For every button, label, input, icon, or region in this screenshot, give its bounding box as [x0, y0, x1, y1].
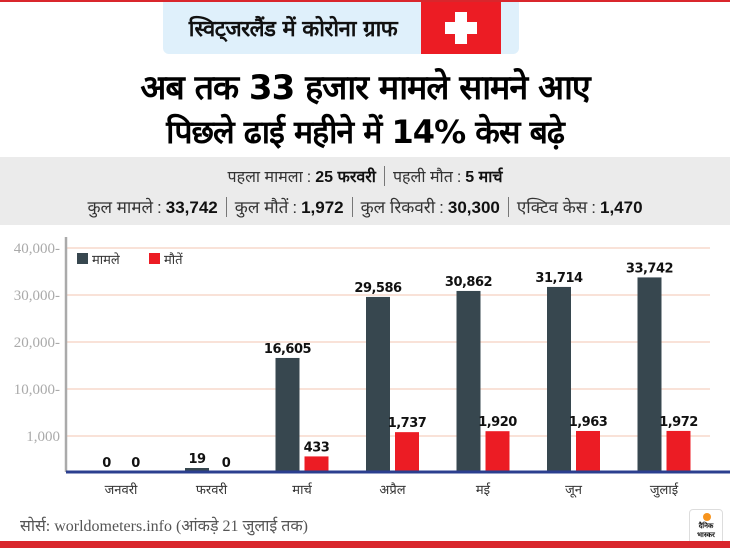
legend-label-deaths: मौतें	[164, 252, 183, 268]
stats-row-totals: कुल मामले : 33,742 कुल मौतें : 1,972 कुल…	[0, 195, 730, 218]
y-tick-label: 20,000-	[14, 335, 60, 351]
data-label-cases: 16,605	[264, 342, 312, 357]
bar-cases	[547, 286, 571, 472]
y-tick-label: 30,000-	[14, 288, 60, 304]
headline-line-1: अब तक 33 हजार मामले सामने आए	[140, 68, 590, 108]
stat-separator: :	[456, 169, 462, 186]
stat-label: कुल रिकवरी	[360, 198, 436, 217]
data-label-deaths: 1,972	[659, 415, 698, 430]
stat-first-case: पहला मामला : 25 फरवरी	[228, 165, 376, 187]
data-label-cases: 29,586	[354, 281, 402, 296]
x-tick-label: मई	[476, 482, 491, 498]
dainik-bhaskar-logo: दैनिक भास्कर	[689, 509, 723, 545]
data-label-cases: 31,714	[535, 271, 583, 286]
bar-chart-svg: 1,000 10,000- 20,000- 30,000- 40,000- मामले मौ…	[14, 237, 730, 498]
stat-first-death: पहली मौत : 5 मार्च	[393, 165, 503, 187]
divider	[507, 196, 509, 217]
data-label-cases: 0	[102, 456, 111, 471]
y-tick-label: 10,000-	[14, 382, 60, 398]
stat-value: 25 फरवरी	[315, 169, 376, 186]
logo-text-line-1: दैनिक	[698, 522, 714, 530]
bar-deaths	[485, 431, 510, 472]
x-tick-label: जुलाई	[650, 482, 679, 498]
headline-line-2: पिछले ढाई महीने में 14% केस बढ़े	[166, 113, 565, 151]
stat-value: 1,470	[600, 198, 643, 217]
logo-sun-icon	[703, 513, 711, 521]
stat-label: पहला मामला	[227, 169, 303, 186]
stat-label: पहली मौत	[392, 169, 453, 186]
stat-active-cases: एक्टिव केस : 1,470	[517, 195, 643, 218]
data-label-deaths: 1,920	[478, 415, 517, 430]
bar-cases	[637, 277, 662, 472]
logo-text-line-2: भास्कर	[697, 531, 715, 539]
divider	[383, 166, 385, 186]
chart-title: स्विट्जरलैंड में कोरोना ग्राफ	[188, 17, 398, 42]
bar-chart: 1,000 10,000- 20,000- 30,000- 40,000- मामले मौ…	[0, 225, 730, 505]
stat-total-recovered: कुल रिकवरी : 30,300	[361, 195, 500, 218]
bar-deaths	[304, 456, 329, 472]
stats-band: पहला मामला : 25 फरवरी पहली मौत : 5 मार्च…	[0, 157, 730, 225]
stat-separator: :	[591, 198, 596, 217]
swiss-flag-icon	[421, 2, 501, 54]
data-label-cases: 19	[188, 452, 206, 467]
y-tick-label: 40,000-	[14, 241, 60, 257]
x-tick-label: जून	[565, 483, 583, 498]
bar-deaths	[666, 430, 691, 472]
stat-total-cases: कुल मामले : 33,742	[87, 195, 217, 218]
divider	[351, 196, 353, 217]
stat-label: कुल मामले	[87, 198, 154, 217]
legend-swatch-deaths	[149, 253, 160, 264]
stat-value: 33,742	[165, 198, 218, 217]
y-tick-label: 1,000	[26, 429, 60, 445]
legend-label-cases: मामले	[92, 252, 120, 268]
stats-row-first-events: पहला मामला : 25 फरवरी पहली मौत : 5 मार्च	[0, 165, 730, 187]
bar-cases	[366, 296, 390, 472]
stat-total-deaths: कुल मौतें : 1,972	[235, 195, 344, 218]
stat-label: कुल मौतें	[234, 198, 289, 217]
data-label-cases: 30,862	[445, 275, 492, 290]
bottom-accent-rule	[0, 541, 730, 548]
stat-separator: :	[157, 198, 162, 217]
source-note: सोर्स: worldometers.info (आंकड़े 21 जुला…	[20, 518, 308, 535]
data-label-cases: 33,742	[626, 261, 673, 276]
data-label-deaths: 1,737	[388, 416, 427, 431]
stat-value: 30,300	[447, 198, 500, 217]
stat-separator: :	[306, 169, 312, 186]
stat-label: एक्टिव केस	[516, 198, 588, 217]
data-label-deaths: 433	[304, 440, 330, 455]
stat-separator: :	[439, 198, 444, 217]
divider	[225, 196, 227, 217]
x-tick-label: मार्च	[292, 482, 312, 498]
data-label-deaths: 1,963	[569, 415, 608, 430]
stat-value: 1,972	[301, 198, 344, 217]
data-label-deaths: 0	[222, 456, 231, 471]
x-tick-label: जनवरी	[105, 482, 138, 498]
top-accent-rule	[0, 0, 730, 2]
bar-cases	[185, 468, 209, 472]
x-tick-label: फरवरी	[196, 482, 228, 498]
data-label-deaths: 0	[131, 456, 140, 471]
stat-separator: :	[292, 198, 298, 217]
x-tick-label: अप्रैल	[379, 482, 405, 498]
title-banner: स्विट्जरलैंड में कोरोना ग्राफ	[163, 2, 519, 54]
bar-deaths	[576, 430, 600, 472]
bar-deaths	[395, 432, 419, 472]
bar-cases	[456, 290, 481, 472]
legend-swatch-cases	[77, 253, 88, 264]
bar-cases	[275, 357, 300, 472]
stat-value: 5 मार्च	[465, 169, 503, 186]
